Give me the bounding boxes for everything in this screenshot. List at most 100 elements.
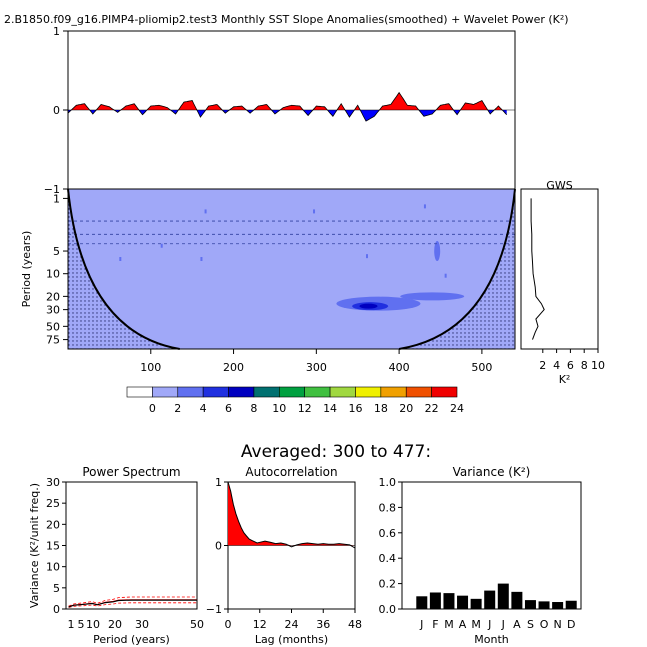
ac-line (227, 481, 356, 549)
coi-boundary-left (67, 188, 180, 350)
colorbar-label: 18 (374, 402, 388, 415)
gws-xtick-label: 6 (567, 359, 574, 372)
colorbar-label: 6 (225, 402, 232, 415)
colorbar-swatch (355, 386, 382, 398)
variance-bar (552, 602, 564, 609)
ytick-label: 75 (46, 334, 60, 347)
xtick-label: 300 (306, 361, 327, 374)
cone-of-influence-right (399, 189, 515, 349)
ac-xtick-label: 24 (285, 618, 299, 631)
ps-xtick-label: 1 (68, 618, 75, 631)
variance-bar (511, 591, 523, 609)
ytick-label: 50 (46, 320, 60, 333)
var-xtick-label: J (487, 618, 491, 631)
var-xtick-label: J (419, 618, 423, 631)
var-xtick-label: J (501, 618, 505, 631)
ytick-label: 10 (46, 268, 60, 281)
colorbar-swatch (126, 386, 153, 398)
xtick-label: 500 (471, 361, 492, 374)
ytick-label: 5 (53, 245, 60, 258)
var-frame (401, 481, 582, 610)
colorbar-label: 22 (425, 402, 439, 415)
ps-ytick-label: 20 (46, 518, 60, 531)
var-xtick-label: M (471, 618, 481, 631)
colorbar-swatch (202, 386, 229, 398)
ytick-label: 0 (53, 104, 60, 117)
ps-ytick-label: 15 (46, 540, 60, 553)
variance-bar (416, 596, 428, 609)
ac-ytick-label: 0 (215, 540, 222, 553)
ac-xtick-label: 36 (316, 618, 330, 631)
power-speck (204, 209, 207, 214)
figure-title: 2.B1850.f09_g16.PIMP4-pliomip2.test3 Mon… (4, 13, 569, 26)
power-speck (119, 256, 122, 261)
positive-anomaly-area (68, 92, 507, 110)
ps-title: Power Spectrum (82, 465, 180, 479)
power-feature-max (359, 303, 378, 309)
ac-ytick-label: −1 (206, 603, 222, 616)
var-xtick-label: S (527, 618, 534, 631)
ac-xtick-label: 48 (348, 618, 362, 631)
ps-ytick-label: 25 (46, 497, 60, 510)
ps-xtick-label: 50 (190, 618, 204, 631)
gws-title: GWS (546, 179, 572, 192)
var-xlabel: Month (474, 633, 509, 646)
ps-xtick-label: 30 (135, 618, 149, 631)
variance-bar (524, 600, 536, 609)
ac-title: Autocorrelation (245, 465, 337, 479)
colorbar-label: 8 (250, 402, 257, 415)
wavelet-field (68, 189, 515, 349)
ytick-label: 20 (46, 290, 60, 303)
var-xtick-label: M (444, 618, 454, 631)
colorbar-label: 4 (200, 402, 207, 415)
ps-confidence-line (68, 596, 197, 607)
ps-ytick-label: 5 (53, 582, 60, 595)
var-ytick-label: 0.0 (379, 603, 397, 616)
colorbar-label: 10 (272, 402, 286, 415)
ytick-label: 1 (53, 192, 60, 205)
gws-panel: GWS 2 4 6 8 10 K² (520, 179, 605, 386)
xtick-label: 400 (389, 361, 410, 374)
negative-anomaly-area (68, 110, 507, 122)
timeseries-panel: 1 0 −1 (44, 25, 516, 196)
ytick-label: −1 (44, 183, 60, 196)
gws-xtick-label: 4 (553, 359, 560, 372)
colorbar-label: 12 (298, 402, 312, 415)
var-xtick-label: O (540, 618, 549, 631)
wavelet-background (68, 189, 515, 349)
variance-bar (457, 595, 469, 609)
colorbar: 0 2 4 6 8 10 12 14 16 18 20 22 24 (126, 386, 464, 415)
power-speck (423, 204, 426, 209)
wavelet-frame (67, 188, 516, 350)
variance-bar (429, 592, 441, 609)
variance-bar (470, 598, 482, 609)
colorbar-swatch (431, 386, 458, 398)
ac-xtick-label: 12 (253, 618, 267, 631)
variance-bar (538, 601, 550, 609)
variance-panel: Variance (K²)J F M A M J J A S O N D0.00.20.40.60.8… (379, 465, 582, 646)
ps-ytick-label: 10 (46, 561, 60, 574)
ps-xtick-label: 5 (78, 618, 85, 631)
colorbar-swatch (380, 386, 407, 398)
power-speck (160, 243, 163, 248)
ac-ytick-label: 1 (215, 476, 222, 489)
gws-line (530, 198, 545, 340)
ac-xtick-label: 0 (225, 618, 232, 631)
colorbar-swatch (152, 386, 179, 398)
averaged-title: Averaged: 300 to 477: (241, 442, 431, 462)
colorbar-swatch (228, 386, 255, 398)
power-speck (366, 254, 368, 259)
ytick-label: 30 (46, 304, 60, 317)
variance-bar (565, 600, 577, 609)
var-title: Variance (K²) (453, 465, 531, 479)
power-speck (200, 256, 203, 261)
ac-xlabel: Lag (months) (255, 633, 328, 646)
cone-of-influence-left (68, 189, 180, 349)
gws-frame (520, 188, 599, 350)
colorbar-swatch (177, 386, 204, 398)
power-feature-right (400, 292, 465, 301)
colorbar-swatch (253, 386, 280, 398)
